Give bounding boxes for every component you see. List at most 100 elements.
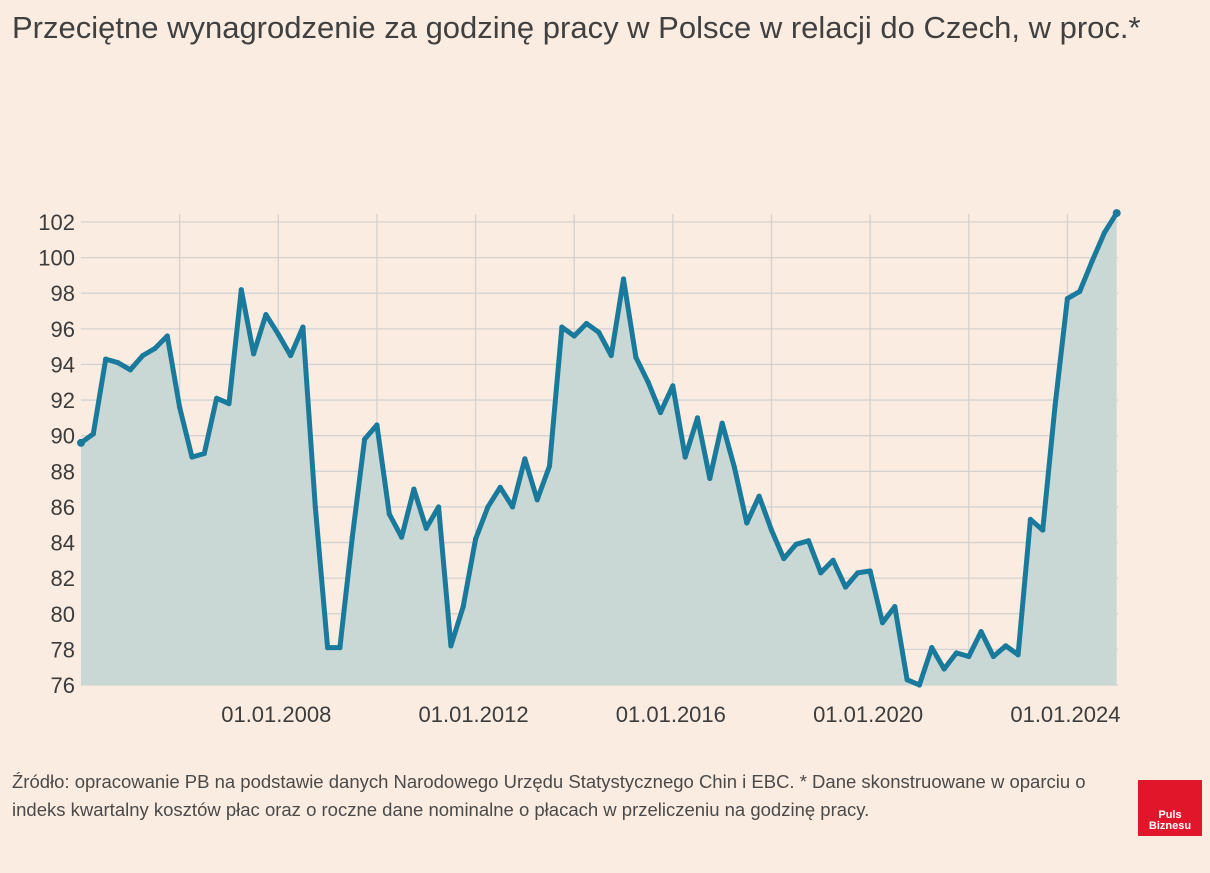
data-point (177, 404, 183, 410)
data-point (398, 534, 405, 540)
data-point (855, 570, 861, 576)
data-point (1064, 295, 1070, 302)
data-point (719, 420, 725, 426)
data-point (657, 409, 664, 416)
data-point (448, 643, 454, 649)
data-point (916, 682, 923, 688)
x-tick-label: 01.01.2008 (221, 702, 331, 727)
y-tick-label: 84 (51, 531, 75, 556)
data-point (559, 324, 565, 330)
source-note: Źródło: opracowanie PB na podstawie dany… (12, 771, 1086, 820)
data-point (263, 312, 269, 318)
data-point (620, 276, 627, 282)
data-point (1027, 516, 1034, 522)
data-point (115, 360, 121, 366)
data-point (929, 645, 935, 651)
data-point (1112, 209, 1121, 218)
y-tick-label: 88 (51, 459, 75, 484)
y-tick-label: 86 (51, 495, 75, 520)
data-point (522, 456, 528, 462)
data-point (251, 351, 257, 357)
data-point (497, 484, 503, 490)
data-point (805, 538, 812, 544)
data-point (312, 504, 318, 510)
data-point (1101, 230, 1107, 236)
y-tick-label: 92 (51, 388, 75, 413)
data-point (583, 320, 590, 327)
y-tick-label: 98 (51, 281, 75, 306)
series-area-fill (81, 213, 1117, 685)
data-point (460, 604, 466, 610)
data-point (337, 645, 343, 651)
data-point (534, 497, 540, 503)
data-point (435, 504, 442, 510)
data-point (189, 454, 195, 460)
data-point (300, 324, 306, 330)
puls-biznesu-logo: Puls Biznesu (1138, 780, 1202, 836)
x-tick-label: 01.01.2012 (419, 702, 529, 727)
data-point (694, 415, 701, 421)
data-point (867, 568, 873, 574)
data-point (892, 604, 898, 610)
data-point (90, 431, 96, 437)
data-point (1040, 527, 1046, 533)
data-point (756, 493, 762, 499)
data-point (1015, 652, 1021, 658)
data-point (472, 536, 479, 542)
data-point (1003, 643, 1009, 649)
y-axis-tick-labels: 76 78 80 82 84 86 88 90 92 94 96 98 100 102 (38, 210, 75, 698)
x-tick-label: 01.01.2016 (616, 702, 726, 727)
data-point (633, 354, 639, 360)
data-point (842, 584, 849, 590)
data-point (423, 525, 429, 531)
data-point (386, 511, 392, 517)
data-point (781, 555, 787, 562)
y-tick-label: 96 (51, 317, 75, 342)
data-point (645, 379, 651, 385)
y-tick-label: 80 (51, 602, 75, 627)
y-tick-label: 78 (51, 637, 75, 662)
data-point (978, 628, 984, 635)
data-point (509, 504, 516, 510)
data-point (1052, 402, 1058, 409)
series-points (77, 209, 1121, 688)
data-point (140, 352, 146, 359)
data-point (226, 401, 232, 407)
data-point (682, 454, 688, 460)
data-point (546, 463, 553, 469)
data-point (152, 345, 158, 352)
y-tick-label: 76 (51, 673, 75, 698)
data-point (411, 486, 417, 492)
data-point (744, 520, 750, 526)
data-point (127, 367, 133, 373)
data-point (1089, 258, 1095, 264)
data-point (966, 653, 972, 660)
data-point (879, 620, 886, 626)
logo-line-1: Puls (1158, 809, 1182, 821)
data-point (904, 677, 910, 683)
logo-line-2: Biznesu (1148, 820, 1192, 832)
data-point (361, 436, 368, 442)
data-point (830, 557, 836, 563)
data-point (275, 331, 281, 337)
data-point (349, 534, 355, 540)
x-tick-label: 01.01.2024 (1010, 702, 1120, 727)
data-point (670, 383, 676, 389)
data-point (288, 352, 294, 359)
y-tick-label: 82 (51, 566, 75, 591)
data-point (990, 653, 997, 660)
data-point (485, 504, 491, 510)
data-point (793, 541, 799, 547)
y-tick-label: 94 (51, 352, 75, 377)
y-tick-label: 100 (38, 246, 75, 271)
data-point (374, 422, 380, 428)
data-point (818, 570, 824, 576)
data-point (103, 356, 109, 362)
data-point (238, 287, 244, 293)
x-tick-label: 01.01.2020 (813, 702, 923, 727)
x-axis-tick-labels: 01.01.2008 01.01.2012 01.01.2016 01.01.2020… (221, 702, 1120, 727)
data-point (164, 333, 170, 339)
y-tick-label: 90 (51, 424, 75, 449)
data-point (201, 450, 207, 457)
data-point (596, 329, 602, 336)
